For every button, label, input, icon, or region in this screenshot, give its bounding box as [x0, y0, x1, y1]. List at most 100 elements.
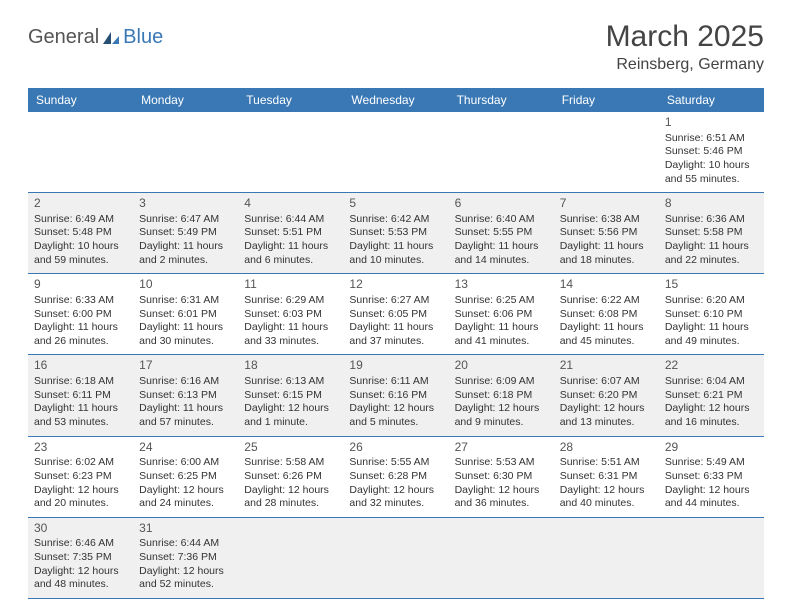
day-number: 24 — [139, 440, 232, 456]
daylight-text: Daylight: 12 hours and 20 minutes. — [34, 484, 127, 511]
sunset-text: Sunset: 5:46 PM — [665, 145, 758, 159]
calendar-day: 24Sunrise: 6:00 AMSunset: 6:25 PMDayligh… — [133, 436, 238, 517]
calendar-empty — [659, 517, 764, 598]
calendar-day: 6Sunrise: 6:40 AMSunset: 5:55 PMDaylight… — [449, 193, 554, 274]
sunset-text: Sunset: 5:49 PM — [139, 226, 232, 240]
calendar-day: 11Sunrise: 6:29 AMSunset: 6:03 PMDayligh… — [238, 274, 343, 355]
daylight-text: Daylight: 11 hours and 30 minutes. — [139, 321, 232, 348]
logo: General Blue — [28, 26, 163, 49]
day-number: 11 — [244, 277, 337, 293]
day-number: 29 — [665, 440, 758, 456]
daylight-text: Daylight: 10 hours and 59 minutes. — [34, 240, 127, 267]
day-number: 19 — [349, 358, 442, 374]
calendar-day: 5Sunrise: 6:42 AMSunset: 5:53 PMDaylight… — [343, 193, 448, 274]
daylight-text: Daylight: 11 hours and 6 minutes. — [244, 240, 337, 267]
sunset-text: Sunset: 5:56 PM — [560, 226, 653, 240]
sunrise-text: Sunrise: 6:44 AM — [139, 537, 232, 551]
sunset-text: Sunset: 6:23 PM — [34, 470, 127, 484]
sunset-text: Sunset: 6:21 PM — [665, 389, 758, 403]
sunrise-text: Sunrise: 6:49 AM — [34, 213, 127, 227]
daylight-text: Daylight: 11 hours and 22 minutes. — [665, 240, 758, 267]
day-number: 16 — [34, 358, 127, 374]
calendar-header-row: SundayMondayTuesdayWednesdayThursdayFrid… — [28, 88, 764, 112]
day-number: 13 — [455, 277, 548, 293]
calendar-empty — [449, 112, 554, 193]
sunset-text: Sunset: 6:25 PM — [139, 470, 232, 484]
calendar-day: 27Sunrise: 5:53 AMSunset: 6:30 PMDayligh… — [449, 436, 554, 517]
sunrise-text: Sunrise: 6:25 AM — [455, 294, 548, 308]
day-number: 30 — [34, 521, 127, 537]
sunrise-text: Sunrise: 6:51 AM — [665, 132, 758, 146]
sunset-text: Sunset: 6:06 PM — [455, 308, 548, 322]
daylight-text: Daylight: 11 hours and 45 minutes. — [560, 321, 653, 348]
calendar-day: 15Sunrise: 6:20 AMSunset: 6:10 PMDayligh… — [659, 274, 764, 355]
day-number: 26 — [349, 440, 442, 456]
day-number: 7 — [560, 196, 653, 212]
day-number: 6 — [455, 196, 548, 212]
sunset-text: Sunset: 6:05 PM — [349, 308, 442, 322]
day-header: Wednesday — [343, 88, 448, 112]
sunrise-text: Sunrise: 5:55 AM — [349, 456, 442, 470]
day-header: Tuesday — [238, 88, 343, 112]
daylight-text: Daylight: 11 hours and 18 minutes. — [560, 240, 653, 267]
sunrise-text: Sunrise: 6:31 AM — [139, 294, 232, 308]
sunrise-text: Sunrise: 6:38 AM — [560, 213, 653, 227]
location: Reinsberg, Germany — [606, 56, 764, 74]
calendar-day: 21Sunrise: 6:07 AMSunset: 6:20 PMDayligh… — [554, 355, 659, 436]
day-number: 31 — [139, 521, 232, 537]
sunset-text: Sunset: 5:48 PM — [34, 226, 127, 240]
sunrise-text: Sunrise: 6:47 AM — [139, 213, 232, 227]
sunset-text: Sunset: 6:08 PM — [560, 308, 653, 322]
logo-text-1: General — [28, 26, 99, 49]
sunrise-text: Sunrise: 5:51 AM — [560, 456, 653, 470]
daylight-text: Daylight: 12 hours and 28 minutes. — [244, 484, 337, 511]
sunset-text: Sunset: 6:26 PM — [244, 470, 337, 484]
calendar-week: 2Sunrise: 6:49 AMSunset: 5:48 PMDaylight… — [28, 193, 764, 274]
logo-text-2: Blue — [123, 26, 163, 49]
sunset-text: Sunset: 6:18 PM — [455, 389, 548, 403]
calendar-day: 14Sunrise: 6:22 AMSunset: 6:08 PMDayligh… — [554, 274, 659, 355]
sunrise-text: Sunrise: 6:29 AM — [244, 294, 337, 308]
daylight-text: Daylight: 11 hours and 26 minutes. — [34, 321, 127, 348]
sunrise-text: Sunrise: 6:36 AM — [665, 213, 758, 227]
sunrise-text: Sunrise: 5:58 AM — [244, 456, 337, 470]
sunrise-text: Sunrise: 6:09 AM — [455, 375, 548, 389]
calendar-empty — [343, 517, 448, 598]
daylight-text: Daylight: 12 hours and 32 minutes. — [349, 484, 442, 511]
calendar-day: 4Sunrise: 6:44 AMSunset: 5:51 PMDaylight… — [238, 193, 343, 274]
day-number: 20 — [455, 358, 548, 374]
calendar-day: 29Sunrise: 5:49 AMSunset: 6:33 PMDayligh… — [659, 436, 764, 517]
sunrise-text: Sunrise: 6:40 AM — [455, 213, 548, 227]
calendar-day: 7Sunrise: 6:38 AMSunset: 5:56 PMDaylight… — [554, 193, 659, 274]
calendar-day: 16Sunrise: 6:18 AMSunset: 6:11 PMDayligh… — [28, 355, 133, 436]
sunset-text: Sunset: 5:55 PM — [455, 226, 548, 240]
sunset-text: Sunset: 5:53 PM — [349, 226, 442, 240]
calendar-day: 22Sunrise: 6:04 AMSunset: 6:21 PMDayligh… — [659, 355, 764, 436]
day-number: 2 — [34, 196, 127, 212]
calendar-empty — [28, 112, 133, 193]
day-header: Thursday — [449, 88, 554, 112]
sunset-text: Sunset: 6:33 PM — [665, 470, 758, 484]
sunset-text: Sunset: 6:20 PM — [560, 389, 653, 403]
daylight-text: Daylight: 12 hours and 16 minutes. — [665, 402, 758, 429]
daylight-text: Daylight: 12 hours and 5 minutes. — [349, 402, 442, 429]
calendar-day: 19Sunrise: 6:11 AMSunset: 6:16 PMDayligh… — [343, 355, 448, 436]
sunrise-text: Sunrise: 6:13 AM — [244, 375, 337, 389]
day-number: 21 — [560, 358, 653, 374]
sunrise-text: Sunrise: 6:22 AM — [560, 294, 653, 308]
calendar-day: 18Sunrise: 6:13 AMSunset: 6:15 PMDayligh… — [238, 355, 343, 436]
sunset-text: Sunset: 6:28 PM — [349, 470, 442, 484]
day-number: 5 — [349, 196, 442, 212]
daylight-text: Daylight: 11 hours and 49 minutes. — [665, 321, 758, 348]
sunrise-text: Sunrise: 6:44 AM — [244, 213, 337, 227]
page-title: March 2025 — [606, 20, 764, 54]
calendar-empty — [238, 517, 343, 598]
day-number: 1 — [665, 115, 758, 131]
sunset-text: Sunset: 6:16 PM — [349, 389, 442, 403]
calendar-empty — [554, 517, 659, 598]
daylight-text: Daylight: 12 hours and 1 minute. — [244, 402, 337, 429]
day-number: 12 — [349, 277, 442, 293]
daylight-text: Daylight: 12 hours and 40 minutes. — [560, 484, 653, 511]
calendar-empty — [449, 517, 554, 598]
sunrise-text: Sunrise: 6:33 AM — [34, 294, 127, 308]
